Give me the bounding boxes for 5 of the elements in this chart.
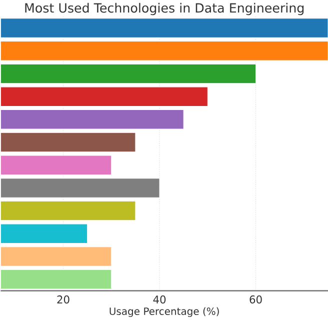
chart-title: Most Used Technologies in Data Engineering [25, 2, 304, 16]
x-axis-title: Usage Percentage (%) [110, 307, 219, 317]
x-tick-label: 60 [250, 295, 262, 304]
x-tick-label: 40 [153, 295, 166, 304]
x-tick-label: 20 [57, 295, 70, 304]
